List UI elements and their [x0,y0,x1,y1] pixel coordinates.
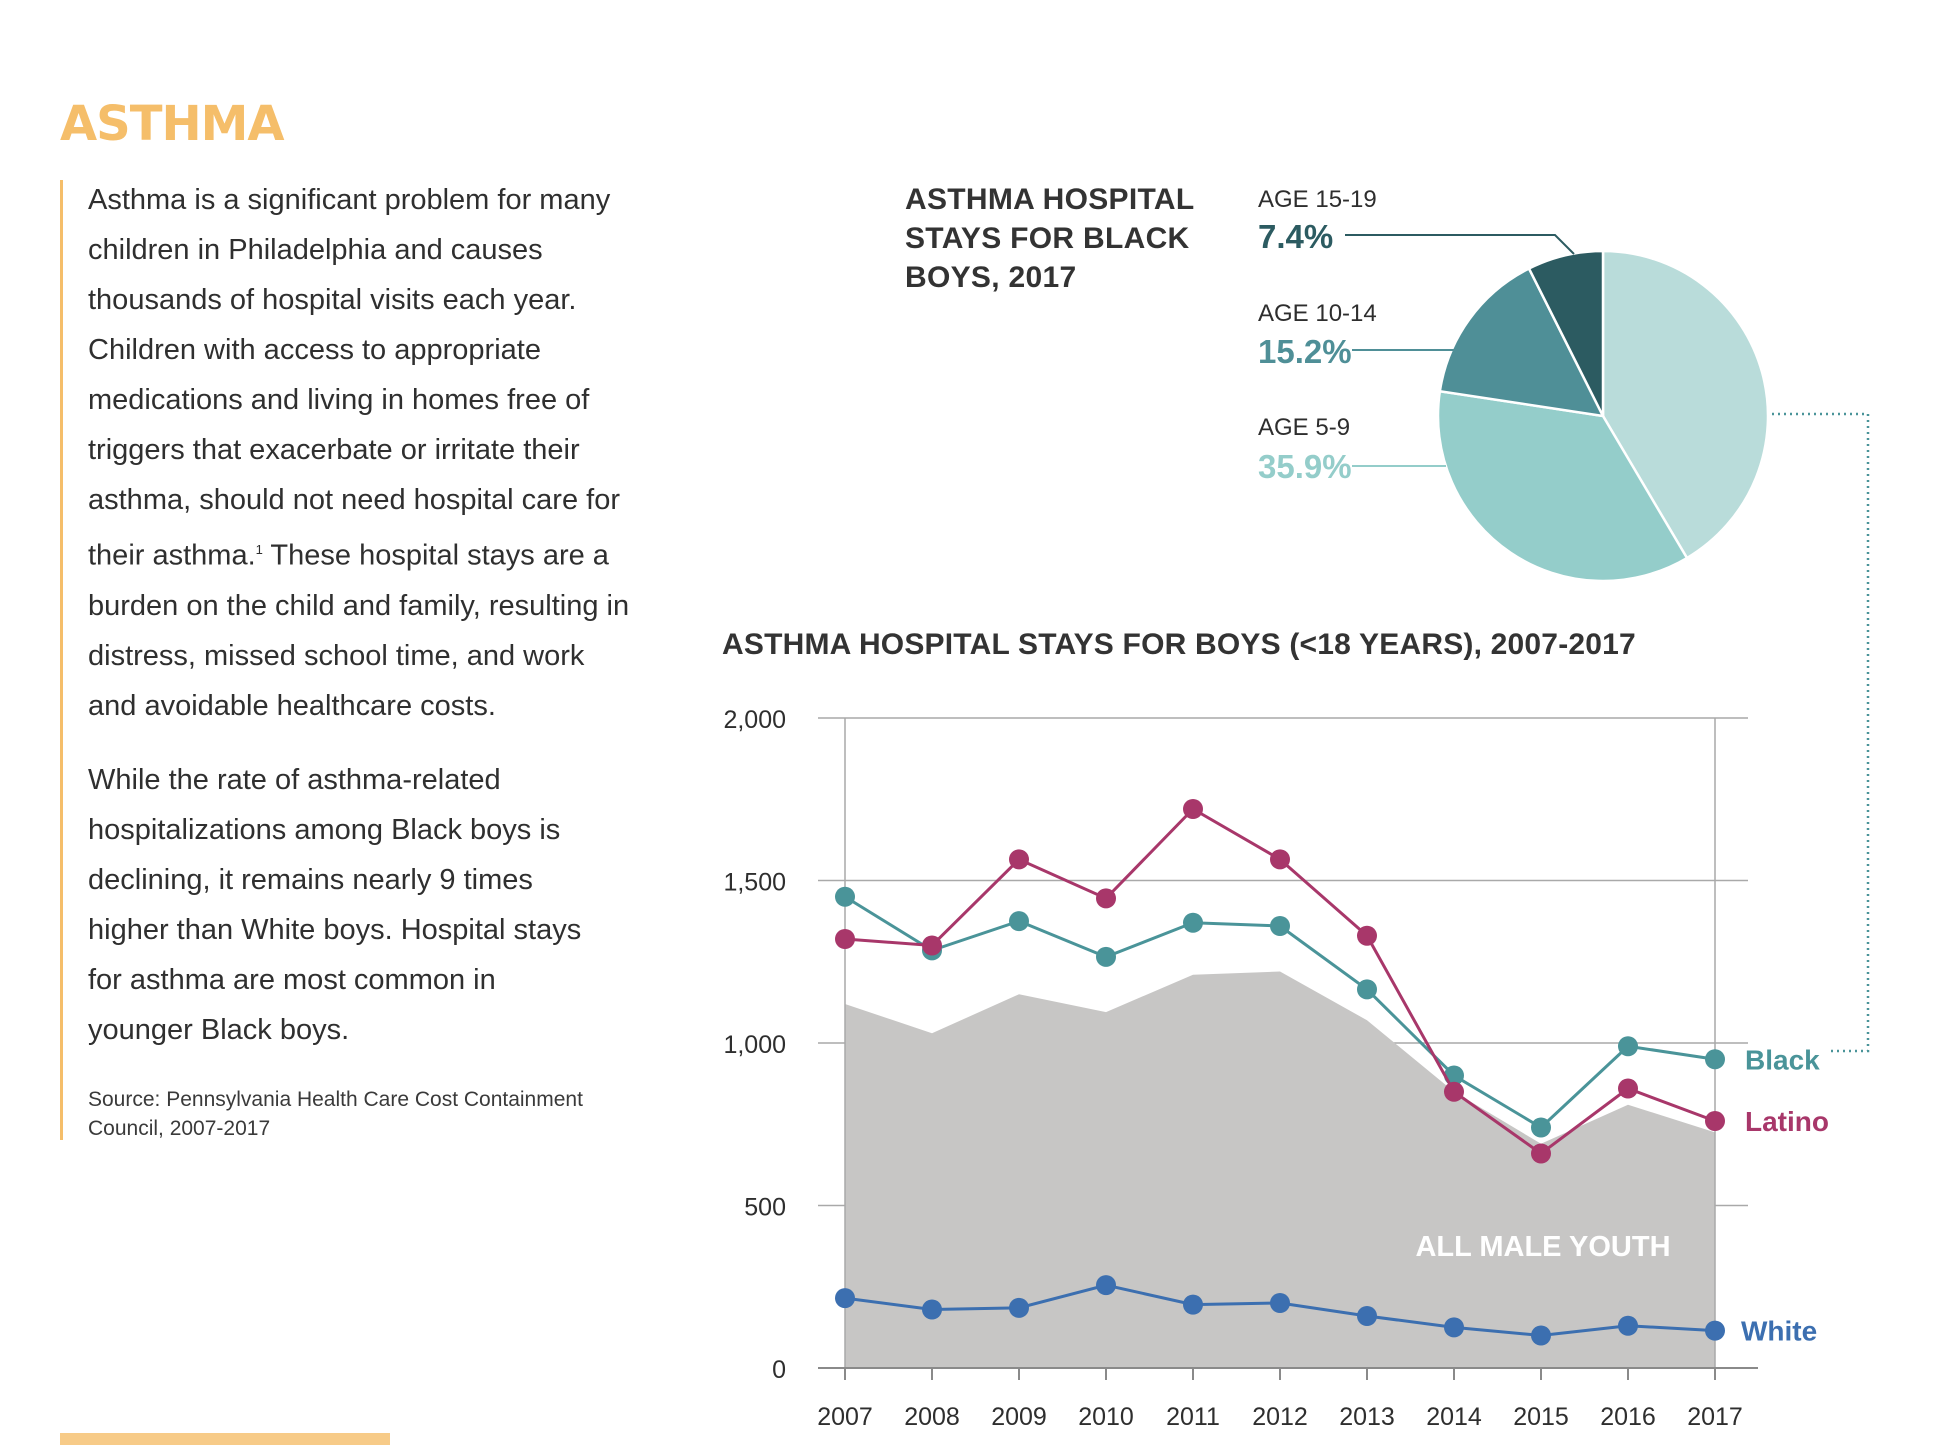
body-paragraph-1: Asthma is a significant problem for many… [88,175,633,731]
area-label: ALL MALE YOUTH [1415,1231,1670,1263]
data-point-black [835,886,855,907]
x-tick-label: 2007 [817,1403,873,1431]
data-point-black [1183,912,1203,933]
data-point-latino [1096,888,1116,909]
x-tick-label: 2013 [1339,1403,1395,1431]
data-point-black [1357,979,1377,1000]
data-point-latino [1357,925,1377,946]
pie-value-age-15-19: 7.4% [1258,218,1334,255]
footnote-marker: 1 [255,542,263,557]
x-tick-label: 2009 [991,1403,1047,1431]
data-point-latino [1009,849,1029,870]
data-point-latino [1618,1078,1638,1099]
data-point-white [1009,1297,1029,1318]
x-tick-label: 2016 [1600,1403,1656,1431]
accent-bar [60,180,63,1140]
source-note: Source: Pennsylvania Health Care Cost Co… [88,1088,583,1140]
x-tick-label: 2011 [1166,1403,1220,1431]
data-point-white [1618,1315,1638,1336]
data-point-white [922,1299,942,1320]
pie-value-age-5-9: 35.9% [1258,448,1352,485]
y-tick-label: 2,000 [723,706,786,734]
body-paragraph-1-end: These hospital stays are a burden on the… [88,539,630,722]
pie-label-age-10-14: AGE 10-14 [1258,300,1377,327]
leader-age-15-19 [1345,234,1575,255]
x-tick-label: 2012 [1252,1403,1308,1431]
data-point-white [1444,1317,1464,1338]
pie-slice-age-5-9 [1436,389,1689,583]
data-point-white [1183,1294,1203,1315]
y-tick-label: 500 [744,1194,786,1222]
series-label-black: Black [1745,1044,1820,1075]
line-chart-title: ASTHMA HOSPITAL STAYS FOR BOYS (<18 YEAR… [722,628,1636,661]
data-point-latino [1705,1111,1725,1131]
data-point-latino [922,935,942,956]
body-paragraph-2: While the rate of asthma-related hospita… [88,755,588,1055]
data-point-latino [1183,799,1203,819]
pie-leader-lines [1345,234,1870,1053]
pie-label-age-15-19: AGE 15-19 [1258,186,1377,213]
data-point-black [1009,911,1029,932]
pie-value-age-10-14: 15.2% [1258,333,1352,370]
pie-slice-age-10-14 [1438,266,1606,418]
data-point-white [835,1288,855,1309]
data-point-white [1096,1275,1116,1296]
series-label-latino: Latino [1745,1106,1829,1137]
data-point-latino [835,929,855,949]
data-point-white [1705,1320,1725,1341]
x-tick-label: 2010 [1078,1403,1134,1431]
pie-slice-under-5 [1601,249,1770,560]
pie-chart [1436,249,1770,583]
x-tick-label: 2014 [1426,1403,1482,1431]
body-paragraph-2-text: While the rate of asthma-related hospita… [88,764,582,1046]
data-point-black [1096,946,1116,967]
pie-slice-age-15-19 [1527,249,1605,417]
data-point-black [1531,1117,1551,1138]
section-title: ASTHMA [60,96,285,152]
y-tick-label: 0 [772,1356,786,1384]
data-point-black [1618,1036,1638,1057]
x-tick-label: 2017 [1687,1403,1743,1431]
data-point-latino [1270,849,1290,870]
line-chart: 0 500 1,000 1,500 2,000 2007 2008 2009 2010 2011 2… [723,706,1829,1431]
data-point-white [1531,1325,1551,1346]
x-tick-label: 2008 [904,1403,960,1431]
data-point-latino [1444,1081,1464,1102]
data-point-latino [1531,1143,1551,1164]
data-point-black [1270,916,1290,936]
data-point-white [1357,1306,1377,1326]
y-tick-label: 1,500 [723,869,786,897]
y-tick-label: 1,000 [723,1031,786,1059]
area-all-male-youth [845,971,1715,1368]
pie-label-age-5-9: AGE 5-9 [1258,414,1351,441]
data-point-black [1705,1049,1725,1070]
x-tick-label: 2015 [1513,1403,1569,1431]
leader-under-5-to-black [1772,412,1870,1053]
next-section-heading-edge [60,1433,390,1445]
body-paragraph-1-text: Asthma is a significant problem for many… [88,184,620,572]
data-point-white [1270,1293,1290,1313]
series-label-white: White [1741,1316,1817,1347]
pie-chart-title: ASTHMA HOSPITAL STAYS FOR BLACK BOYS, 20… [905,183,1194,294]
